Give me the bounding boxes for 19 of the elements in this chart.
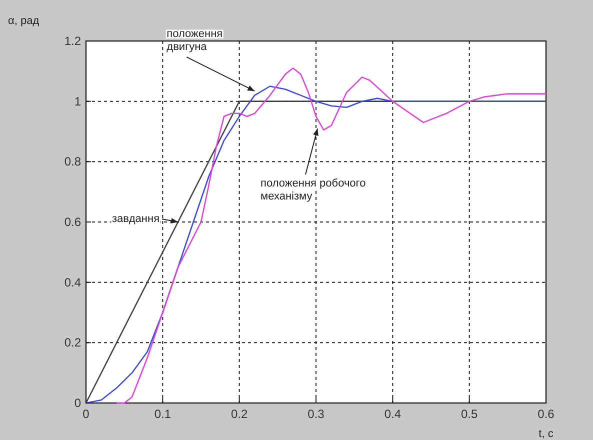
x-tick-label: 0: [82, 407, 90, 421]
y-tick-label: 0: [74, 396, 82, 410]
y-tick-label: 0.8: [64, 154, 82, 169]
x-tick-label: 0.1: [154, 407, 172, 421]
annotation: завдання: [112, 213, 160, 225]
annotation: положення робочого механізму: [260, 177, 366, 202]
x-tick-label: 0.2: [230, 407, 248, 421]
y-tick-label: 0.2: [64, 336, 82, 350]
y-tick-label: 1: [74, 94, 82, 108]
y-tick-label: 0.6: [64, 215, 82, 229]
x-tick-label: 0.4: [384, 407, 402, 421]
annotation: положення двигуна: [166, 28, 223, 54]
x-axis-title: t, c: [538, 428, 554, 440]
x-tick-label: 0.5: [460, 407, 478, 421]
y-tick-label: 0.4: [64, 275, 82, 290]
y-tick-label: 1.2: [64, 34, 82, 48]
y-axis-title: α, рад: [8, 15, 40, 27]
x-tick-label: 0.3: [308, 407, 325, 421]
x-tick-label: 0.6: [538, 407, 555, 421]
